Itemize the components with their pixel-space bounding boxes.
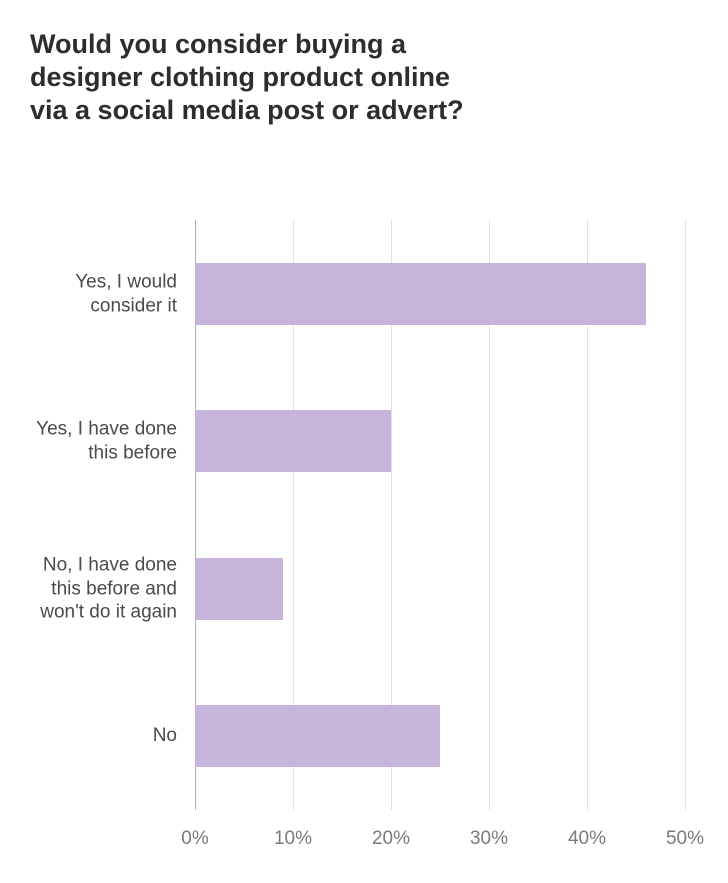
chart-plot-area: 0%10%20%30%40%50%Yes, I would consider i…	[195, 220, 685, 810]
x-tick-label: 0%	[181, 828, 208, 850]
y-tick-label: Yes, I have done this before	[12, 418, 177, 466]
bar	[195, 410, 391, 472]
chart-plot: 0%10%20%30%40%50%Yes, I would consider i…	[195, 220, 685, 810]
x-tick-label: 10%	[274, 828, 312, 850]
x-tick-label: 20%	[372, 828, 410, 850]
chart-container: Would you consider buying a designer clo…	[0, 0, 728, 883]
bar	[195, 558, 283, 620]
x-tick-label: 40%	[568, 828, 606, 850]
bar	[195, 263, 646, 325]
y-tick-label: No, I have done this before and won't do…	[12, 553, 177, 624]
y-tick-label: Yes, I would consider it	[12, 270, 177, 318]
bar	[195, 705, 440, 767]
y-tick-label: No	[12, 724, 177, 748]
x-gridline	[685, 220, 686, 810]
chart-title: Would you consider buying a designer clo…	[30, 28, 490, 127]
x-tick-label: 30%	[470, 828, 508, 850]
x-tick-label: 50%	[666, 828, 704, 850]
